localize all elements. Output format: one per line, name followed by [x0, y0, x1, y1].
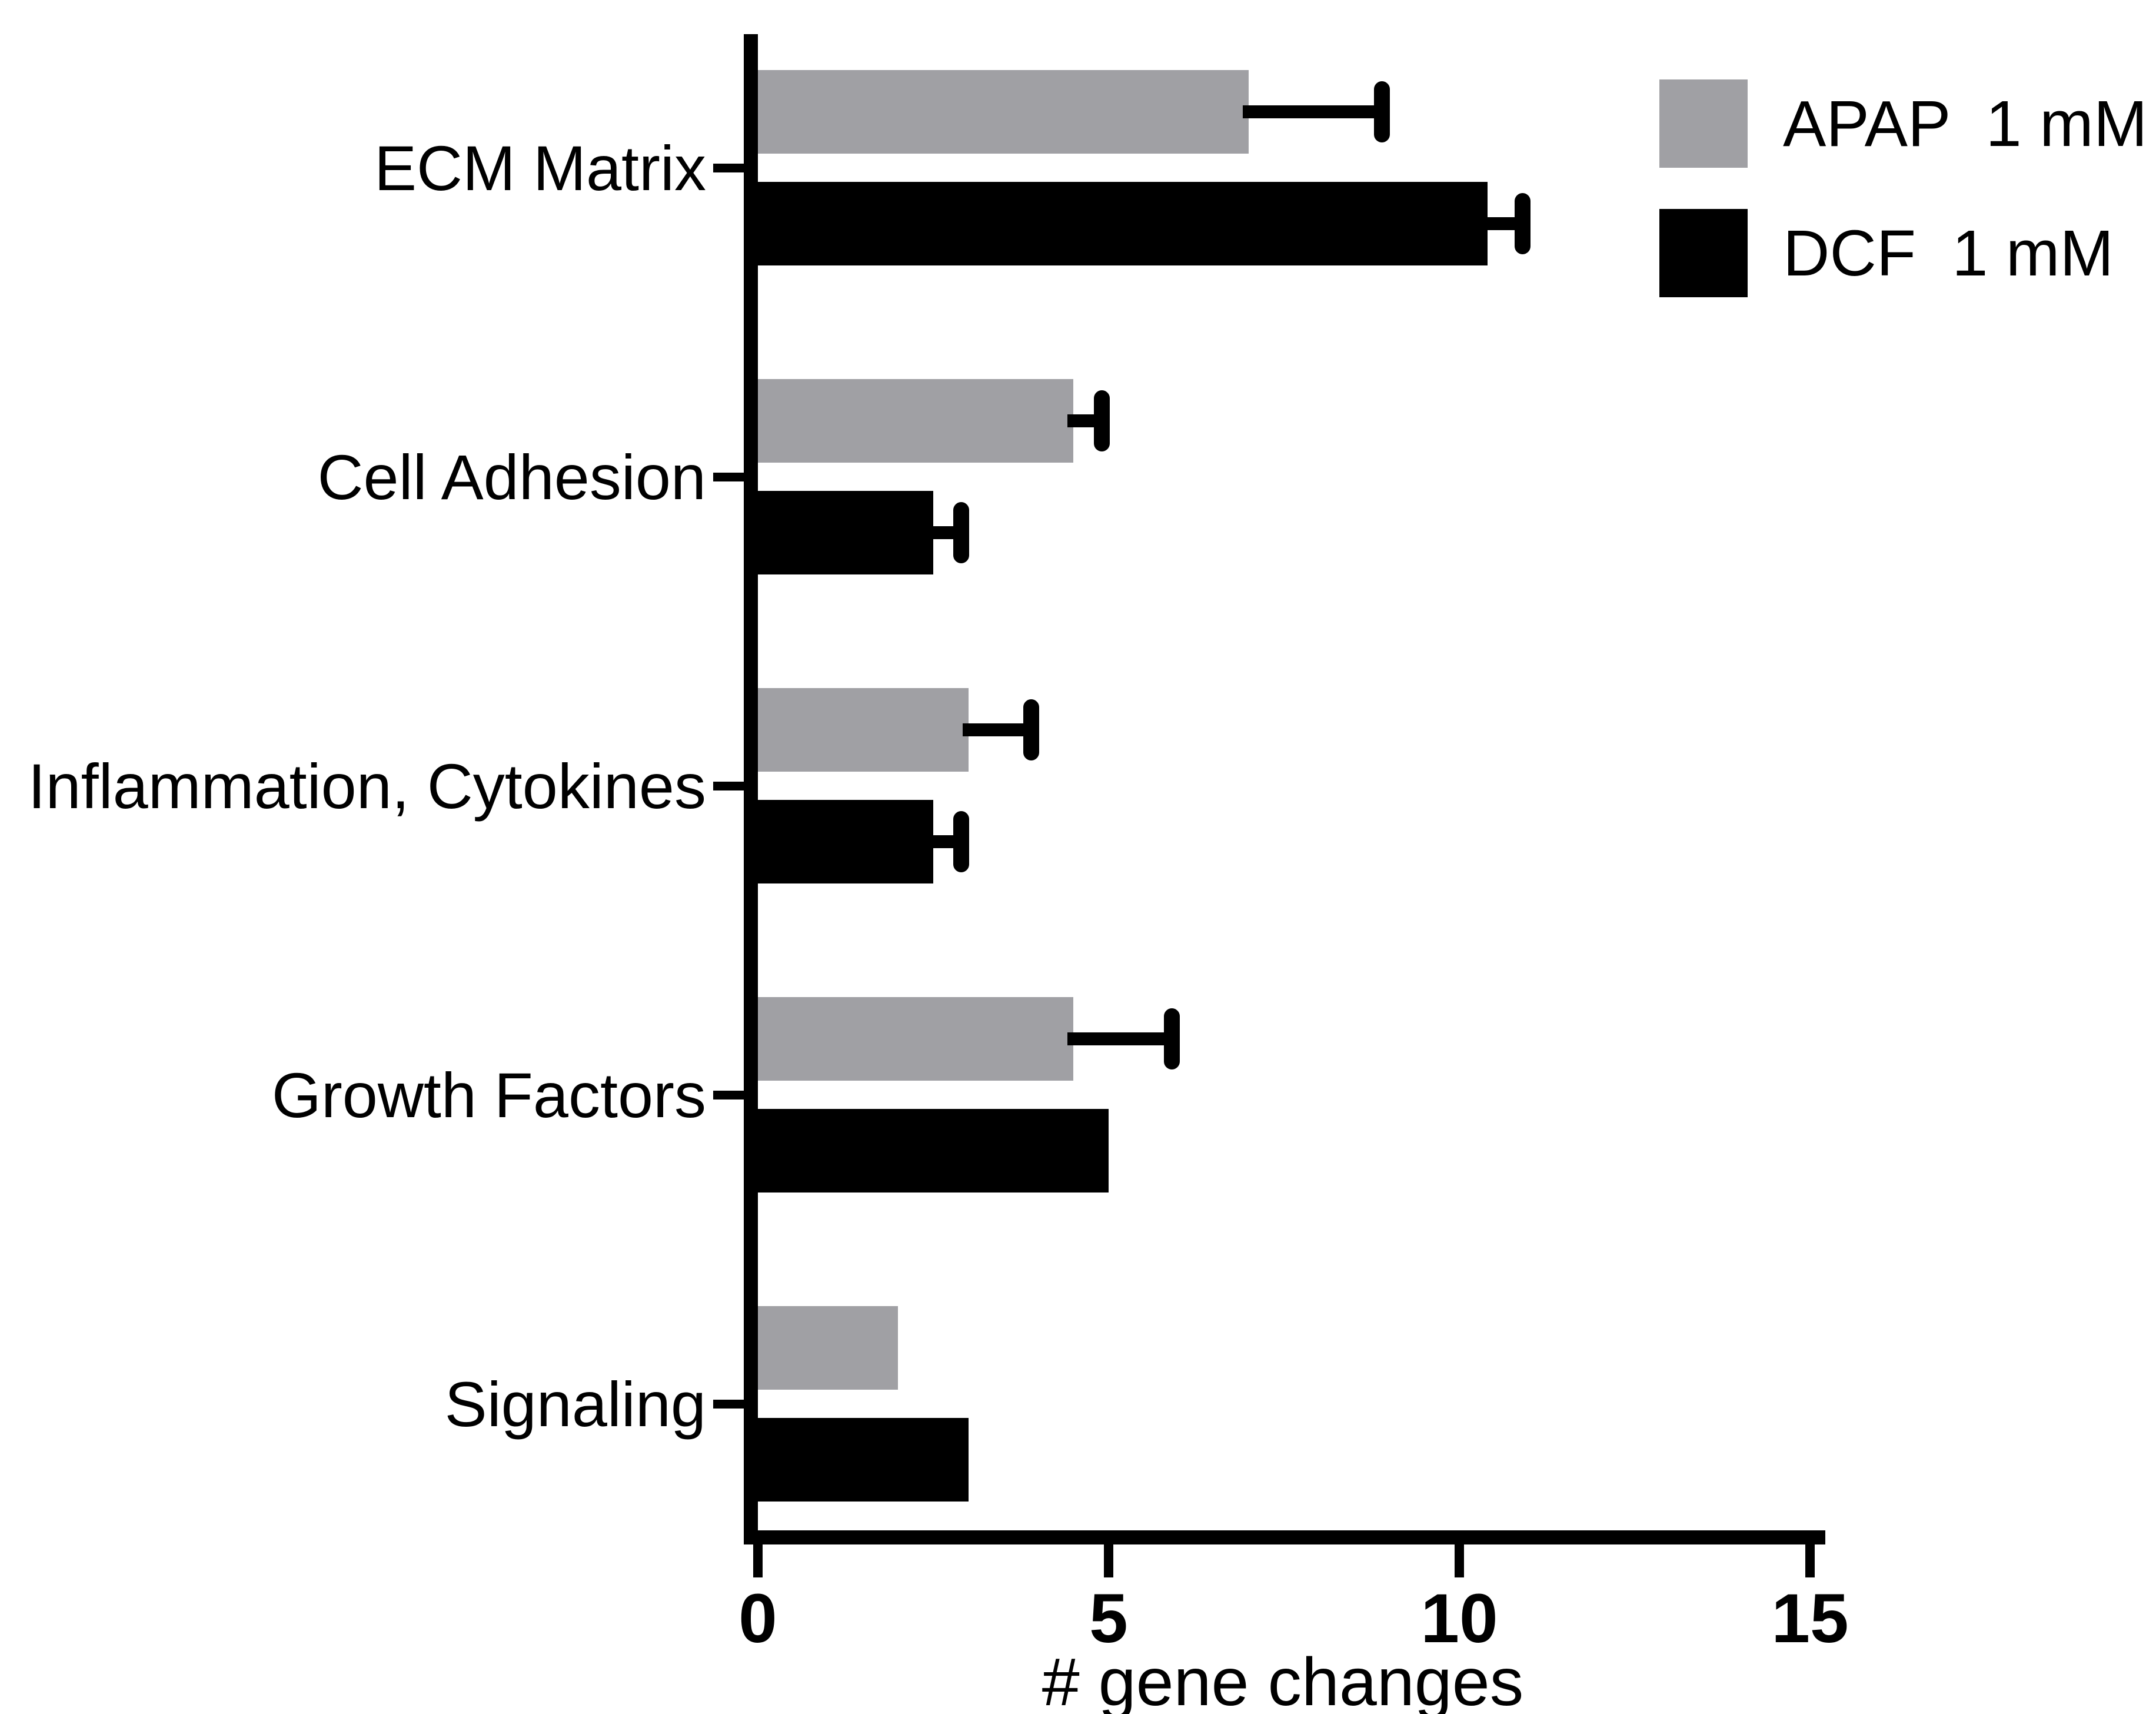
- bar-apap-3: [758, 997, 1073, 1081]
- category-label: Inflammation, Cytokines: [28, 750, 706, 822]
- bar-apap-1: [758, 379, 1073, 463]
- bar-dcf-1: [758, 491, 933, 574]
- error-whisker: [1481, 217, 1523, 230]
- x-tick-label: 15: [1771, 1580, 1849, 1657]
- x-axis-tick: [1455, 1544, 1464, 1577]
- error-cap: [953, 502, 970, 563]
- legend-label-apap: APAP 1 mM: [1783, 87, 2148, 160]
- category-tick: [713, 163, 744, 172]
- error-cap: [1514, 193, 1531, 254]
- error-cap: [1093, 390, 1110, 451]
- bar-dcf-2: [758, 800, 933, 883]
- x-axis-title: # gene changes: [1042, 1645, 1524, 1714]
- legend-swatch-dcf: [1659, 209, 1748, 297]
- category-tick: [713, 1399, 744, 1409]
- error-whisker: [962, 723, 1032, 736]
- category-tick: [713, 472, 744, 481]
- x-tick-label: 10: [1420, 1580, 1498, 1657]
- error-whisker: [1243, 105, 1382, 118]
- category-label: Signaling: [444, 1368, 706, 1440]
- error-cap: [1374, 81, 1390, 142]
- error-whisker: [1067, 414, 1102, 427]
- bar-apap-2: [758, 688, 969, 772]
- category-label: Cell Adhesion: [317, 441, 706, 513]
- category-tick: [713, 781, 744, 790]
- error-cap: [953, 811, 970, 872]
- x-tick-label: 5: [1089, 1580, 1128, 1657]
- y-axis-line: [744, 34, 758, 1544]
- bar-apap-4: [758, 1306, 898, 1390]
- error-whisker: [927, 526, 961, 539]
- category-label: ECM Matrix: [374, 132, 706, 204]
- bar-dcf-4: [758, 1418, 969, 1502]
- bar-dcf-0: [758, 182, 1488, 265]
- x-axis-tick: [753, 1544, 763, 1577]
- x-tick-label: 0: [738, 1580, 777, 1657]
- category-tick: [713, 1090, 744, 1100]
- error-cap: [1023, 699, 1040, 760]
- error-whisker: [927, 835, 961, 848]
- legend-label-dcf: DCF 1 mM: [1783, 217, 2114, 290]
- bar-apap-0: [758, 70, 1249, 154]
- legend-swatch-apap: [1659, 79, 1748, 168]
- bar-dcf-3: [758, 1109, 1109, 1193]
- error-cap: [1163, 1008, 1180, 1069]
- x-axis-line: [744, 1530, 1825, 1544]
- x-axis-tick: [1104, 1544, 1113, 1577]
- x-axis-tick: [1805, 1544, 1815, 1577]
- category-label: Growth Factors: [271, 1059, 706, 1131]
- error-whisker: [1067, 1032, 1172, 1045]
